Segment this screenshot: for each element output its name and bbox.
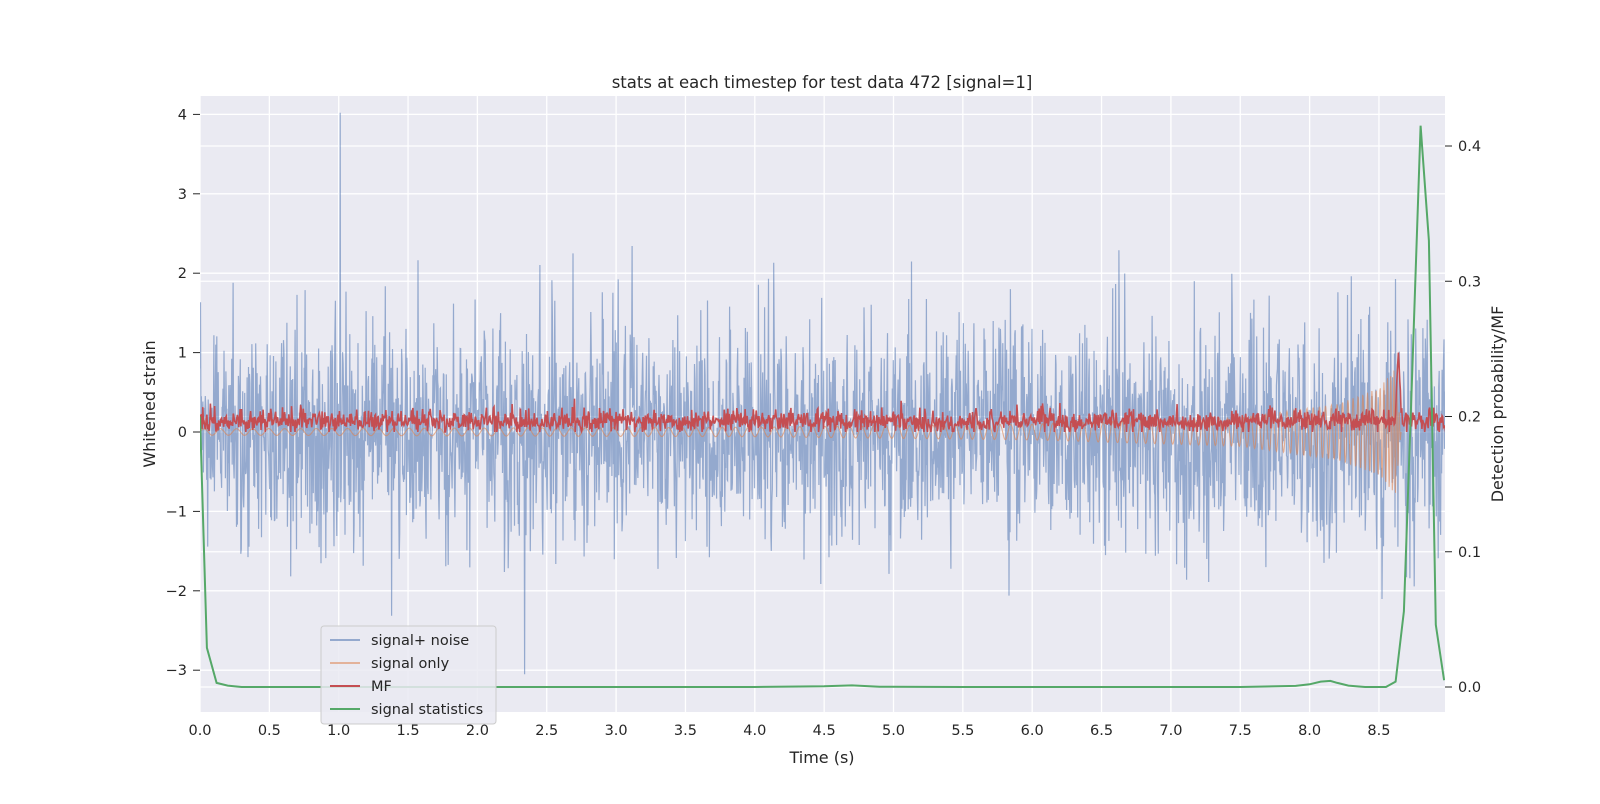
x-tick-label: 1.5 <box>397 723 420 739</box>
y2-tick-label: 0.0 <box>1458 680 1481 696</box>
y-tick-label: −3 <box>166 663 187 679</box>
x-tick-label: 7.5 <box>1229 723 1252 739</box>
y-axis-label: Whitened strain <box>140 340 159 467</box>
x-tick-label: 3.0 <box>605 723 628 739</box>
x-tick-label: 0.5 <box>258 723 281 739</box>
axes-layer: 0.0 0.5 1.0 1.5 2.0 2.5 3.0 3.5 4.0 4.5 5.0 5.5 6.0 6… <box>166 107 1481 739</box>
x-axis-label: Time (s) <box>788 748 854 767</box>
legend-label-signal-statistics: signal statistics <box>371 702 483 718</box>
y2-tick-label: 0.3 <box>1458 274 1481 290</box>
chart-title: stats at each timestep for test data 472… <box>612 73 1033 92</box>
series-signal-noise-line <box>200 112 1445 675</box>
x-tick-label: 2.0 <box>466 723 489 739</box>
legend-label-signal-only: signal only <box>371 656 450 672</box>
x-tick-label: 5.0 <box>882 723 905 739</box>
legend: signal+ noise signal only MF signal stat… <box>320 625 497 725</box>
y-tick-label: −2 <box>166 584 187 600</box>
x-tick-label: 4.0 <box>743 723 766 739</box>
y2-tick-label: 0.4 <box>1458 139 1481 155</box>
series-signal-only-line <box>200 370 1402 493</box>
y2-tick-label: 0.2 <box>1458 410 1481 426</box>
x-tick-label: 3.5 <box>674 723 697 739</box>
x-tick-label: 7.0 <box>1159 723 1182 739</box>
y-tick-label: 2 <box>178 266 187 282</box>
series-mf-line <box>200 352 1445 434</box>
y-tick-label: 4 <box>178 107 187 123</box>
x-tick-label: 1.0 <box>327 723 350 739</box>
legend-label-signal-noise: signal+ noise <box>371 633 469 649</box>
x-tick-label: 8.5 <box>1367 723 1390 739</box>
x-tick-label: 0.0 <box>188 723 211 739</box>
y-tick-label: 0 <box>178 425 187 441</box>
x-tick-label: 8.0 <box>1298 723 1321 739</box>
y-tick-label: 1 <box>178 346 187 362</box>
x-tick-label: 6.0 <box>1021 723 1044 739</box>
y-tick-label: −1 <box>166 504 187 520</box>
y2-tick-label: 0.1 <box>1458 545 1481 561</box>
x-tick-label: 5.5 <box>951 723 974 739</box>
legend-box <box>320 625 497 725</box>
y-tick-label: 3 <box>178 187 187 203</box>
y2-axis-label: Detection probability/MF <box>1488 306 1507 503</box>
x-tick-label: 2.5 <box>535 723 558 739</box>
x-tick-label: 4.5 <box>813 723 836 739</box>
legend-label-mf: MF <box>371 679 392 695</box>
x-tick-label: 6.5 <box>1090 723 1113 739</box>
